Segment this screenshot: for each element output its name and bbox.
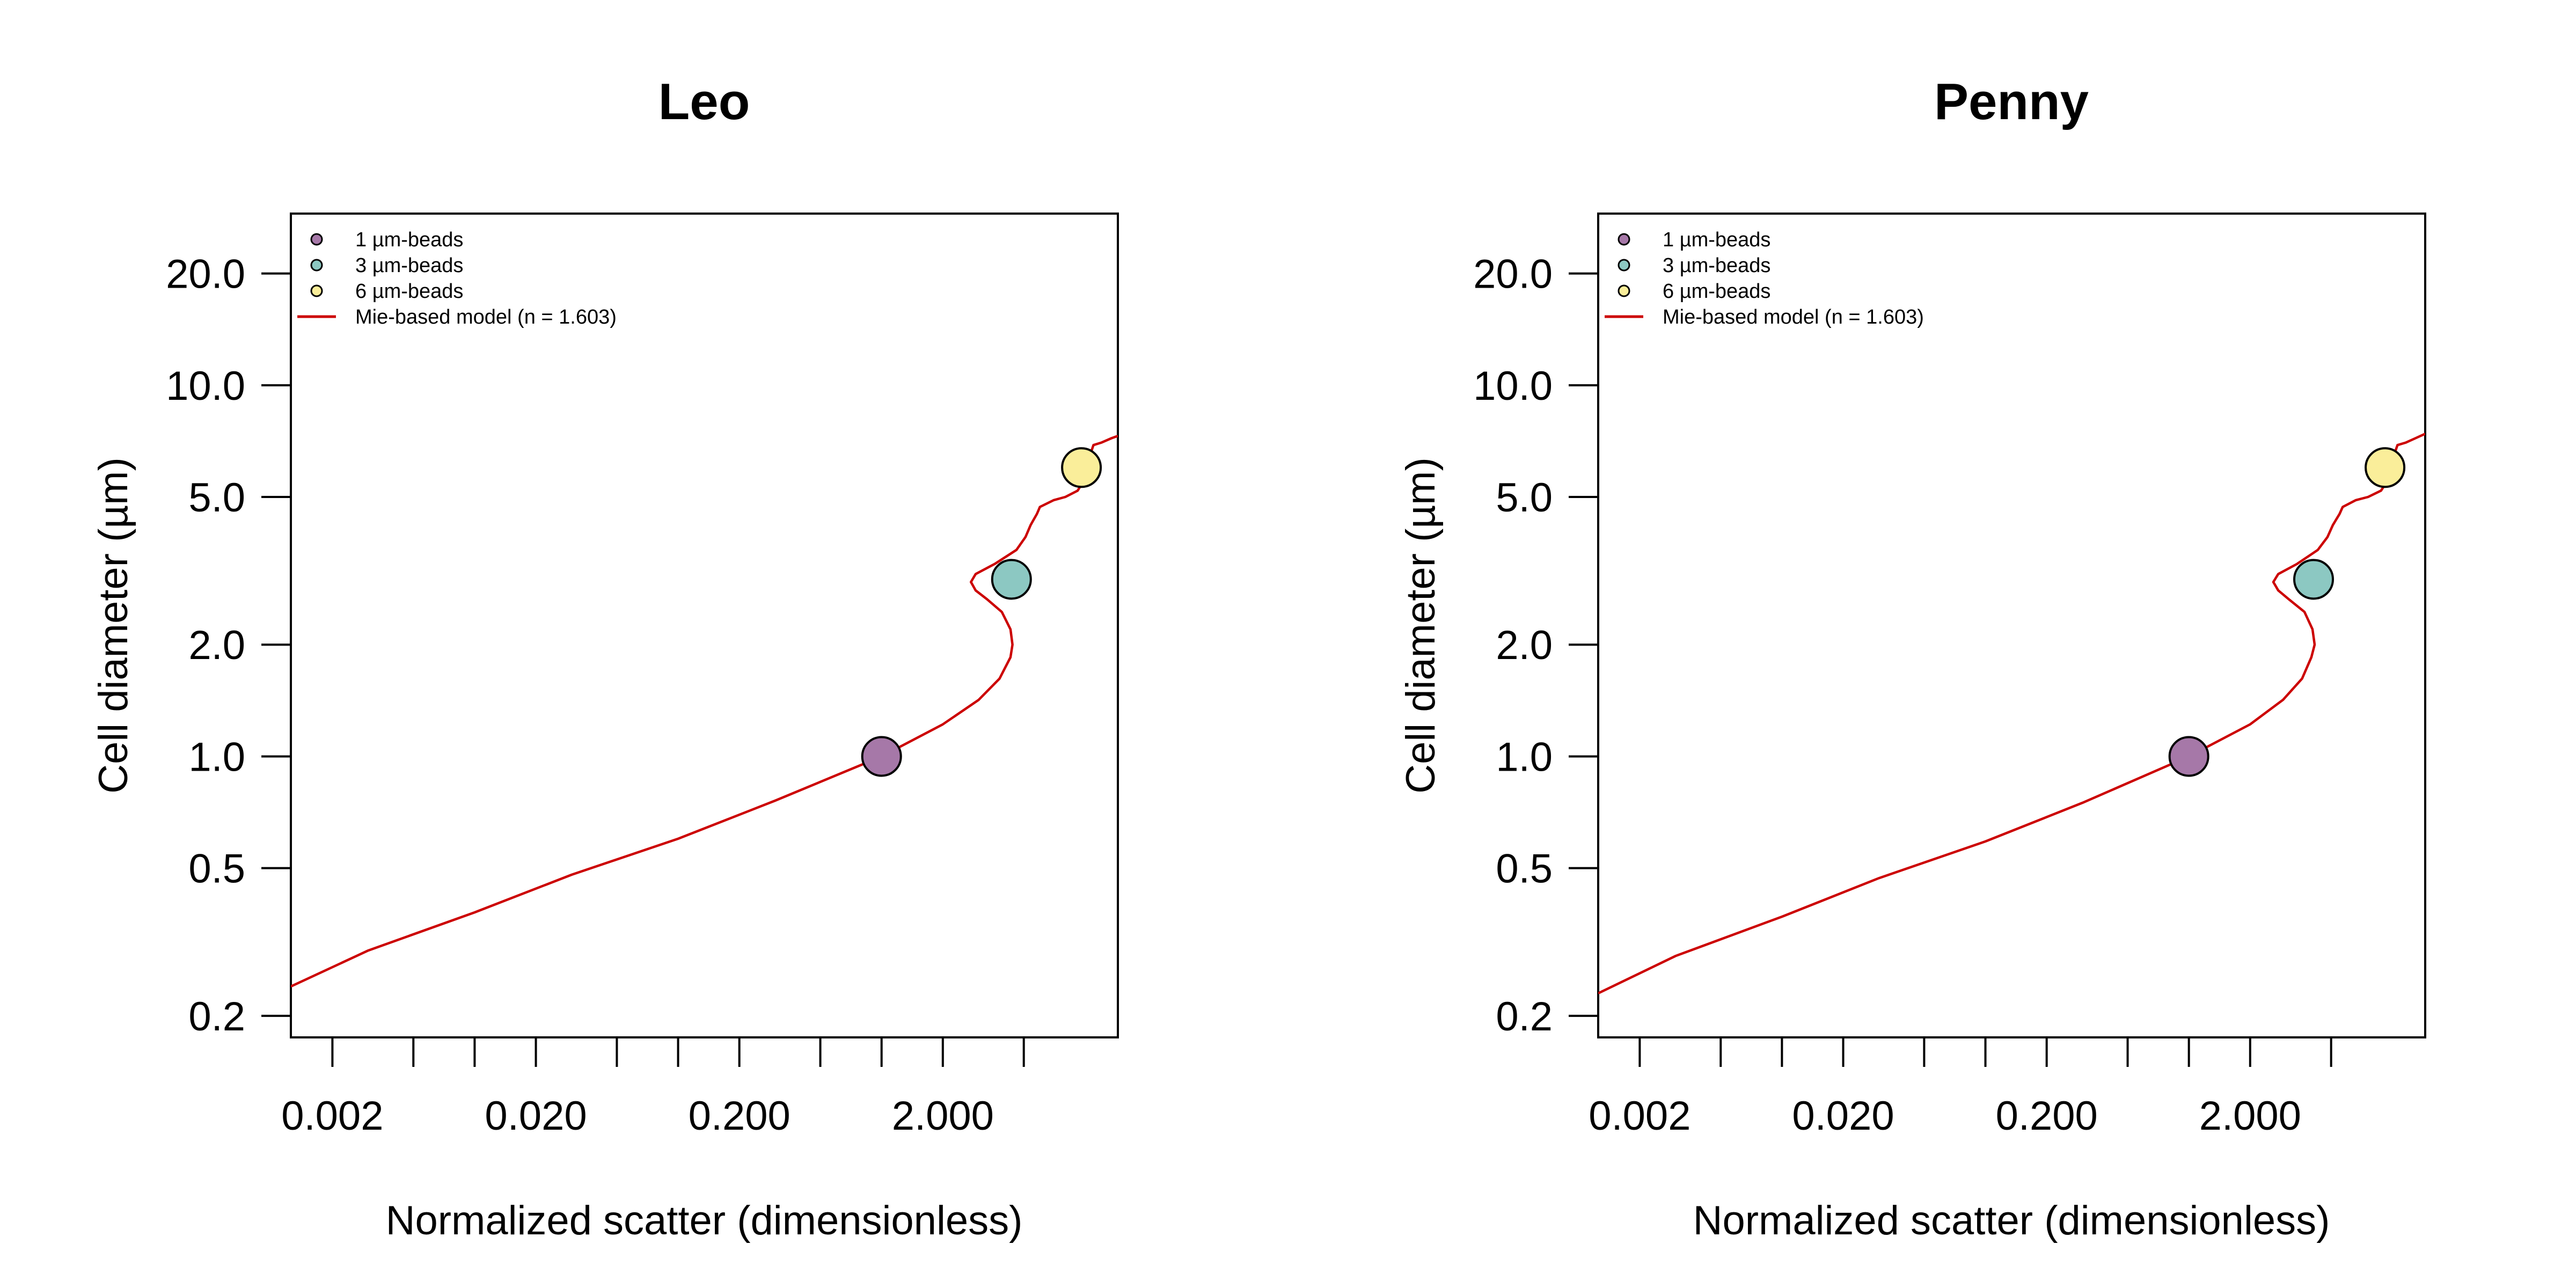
data-point-6um-beads xyxy=(2365,447,2406,488)
y-tick-label: 10.0 xyxy=(1473,363,1553,409)
x-tick-label: 0.020 xyxy=(1792,1093,1894,1139)
y-axis-label: Cell diameter (µm) xyxy=(91,457,136,794)
legend-marker xyxy=(310,284,323,297)
y-tick-label: 2.0 xyxy=(188,623,245,668)
legend-marker xyxy=(1618,259,1630,272)
legend-label: 3 µm-beads xyxy=(1663,254,1770,277)
series-line-model xyxy=(291,435,1118,988)
legend-marker xyxy=(1618,284,1630,297)
chart-title: Leo xyxy=(658,73,750,130)
chart-panel-2: Penny 0.002 0.020 0.200 2.000 0.2 0.5 1.0 2.0 5.0… xyxy=(1398,73,2426,1243)
y-tick-label: 5.0 xyxy=(188,475,245,521)
legend-label: Mie-based model (n = 1.603) xyxy=(355,306,617,328)
plot-area xyxy=(1598,433,2425,994)
x-tick-label: 0.002 xyxy=(281,1093,383,1139)
y-tick-label: 1.0 xyxy=(188,734,245,780)
plot-frame xyxy=(1597,213,2426,1038)
y-tick-label: 10.0 xyxy=(166,363,245,409)
chart-panel-1: Leo 0.002 0.020 0.200 2.000 0.2 0.5 1.0 2.0 5.0 10… xyxy=(91,73,1119,1243)
y-tick-label: 0.5 xyxy=(1496,846,1553,892)
legend: 1 µm-beads 3 µm-beads 6 µm-beads Mie-based … xyxy=(297,229,617,328)
data-point-3um-beads xyxy=(2293,559,2334,600)
x-tick-label: 0.200 xyxy=(689,1093,791,1139)
y-axis-label: Cell diameter (µm) xyxy=(1398,457,1444,794)
data-point-1um-beads xyxy=(861,736,902,777)
x-tick-label: 0.200 xyxy=(1996,1093,2098,1139)
legend-marker xyxy=(1618,233,1630,246)
legend-label: 6 µm-beads xyxy=(355,280,463,303)
y-tick-label: 20.0 xyxy=(1473,252,1553,297)
legend-marker xyxy=(310,233,323,246)
y-tick-label: 0.2 xyxy=(1496,994,1553,1040)
legend-marker xyxy=(310,259,323,272)
plot-frame xyxy=(290,213,1119,1038)
y-tick-label: 1.0 xyxy=(1496,734,1553,780)
data-point-3um-beads xyxy=(991,559,1032,600)
y-tick-label: 5.0 xyxy=(1496,475,1553,521)
x-axis-label: Normalized scatter (dimensionless) xyxy=(1693,1198,2330,1243)
x-tick-label: 0.020 xyxy=(485,1093,587,1139)
y-tick-label: 20.0 xyxy=(166,252,245,297)
legend-label: 1 µm-beads xyxy=(355,229,463,251)
legend-label: 3 µm-beads xyxy=(355,254,463,277)
y-tick-label: 2.0 xyxy=(1496,623,1553,668)
legend-label: 1 µm-beads xyxy=(1663,229,1770,251)
x-tick-label: 0.002 xyxy=(1589,1093,1690,1139)
data-point-6um-beads xyxy=(1061,447,1102,488)
x-tick-label: 2.000 xyxy=(892,1093,994,1139)
y-tick-label: 0.2 xyxy=(188,994,245,1040)
legend-label: 6 µm-beads xyxy=(1663,280,1770,303)
legend: 1 µm-beads 3 µm-beads 6 µm-beads Mie-based … xyxy=(1605,229,1924,328)
y-tick-label: 0.5 xyxy=(188,846,245,892)
data-point-1um-beads xyxy=(2168,736,2209,777)
x-tick-label: 2.000 xyxy=(2199,1093,2301,1139)
chart-title: Penny xyxy=(1934,73,2089,130)
x-axis-label: Normalized scatter (dimensionless) xyxy=(386,1198,1023,1243)
series-line-model xyxy=(1598,433,2425,994)
plot-area xyxy=(291,435,1118,988)
legend-label: Mie-based model (n = 1.603) xyxy=(1663,306,1924,328)
